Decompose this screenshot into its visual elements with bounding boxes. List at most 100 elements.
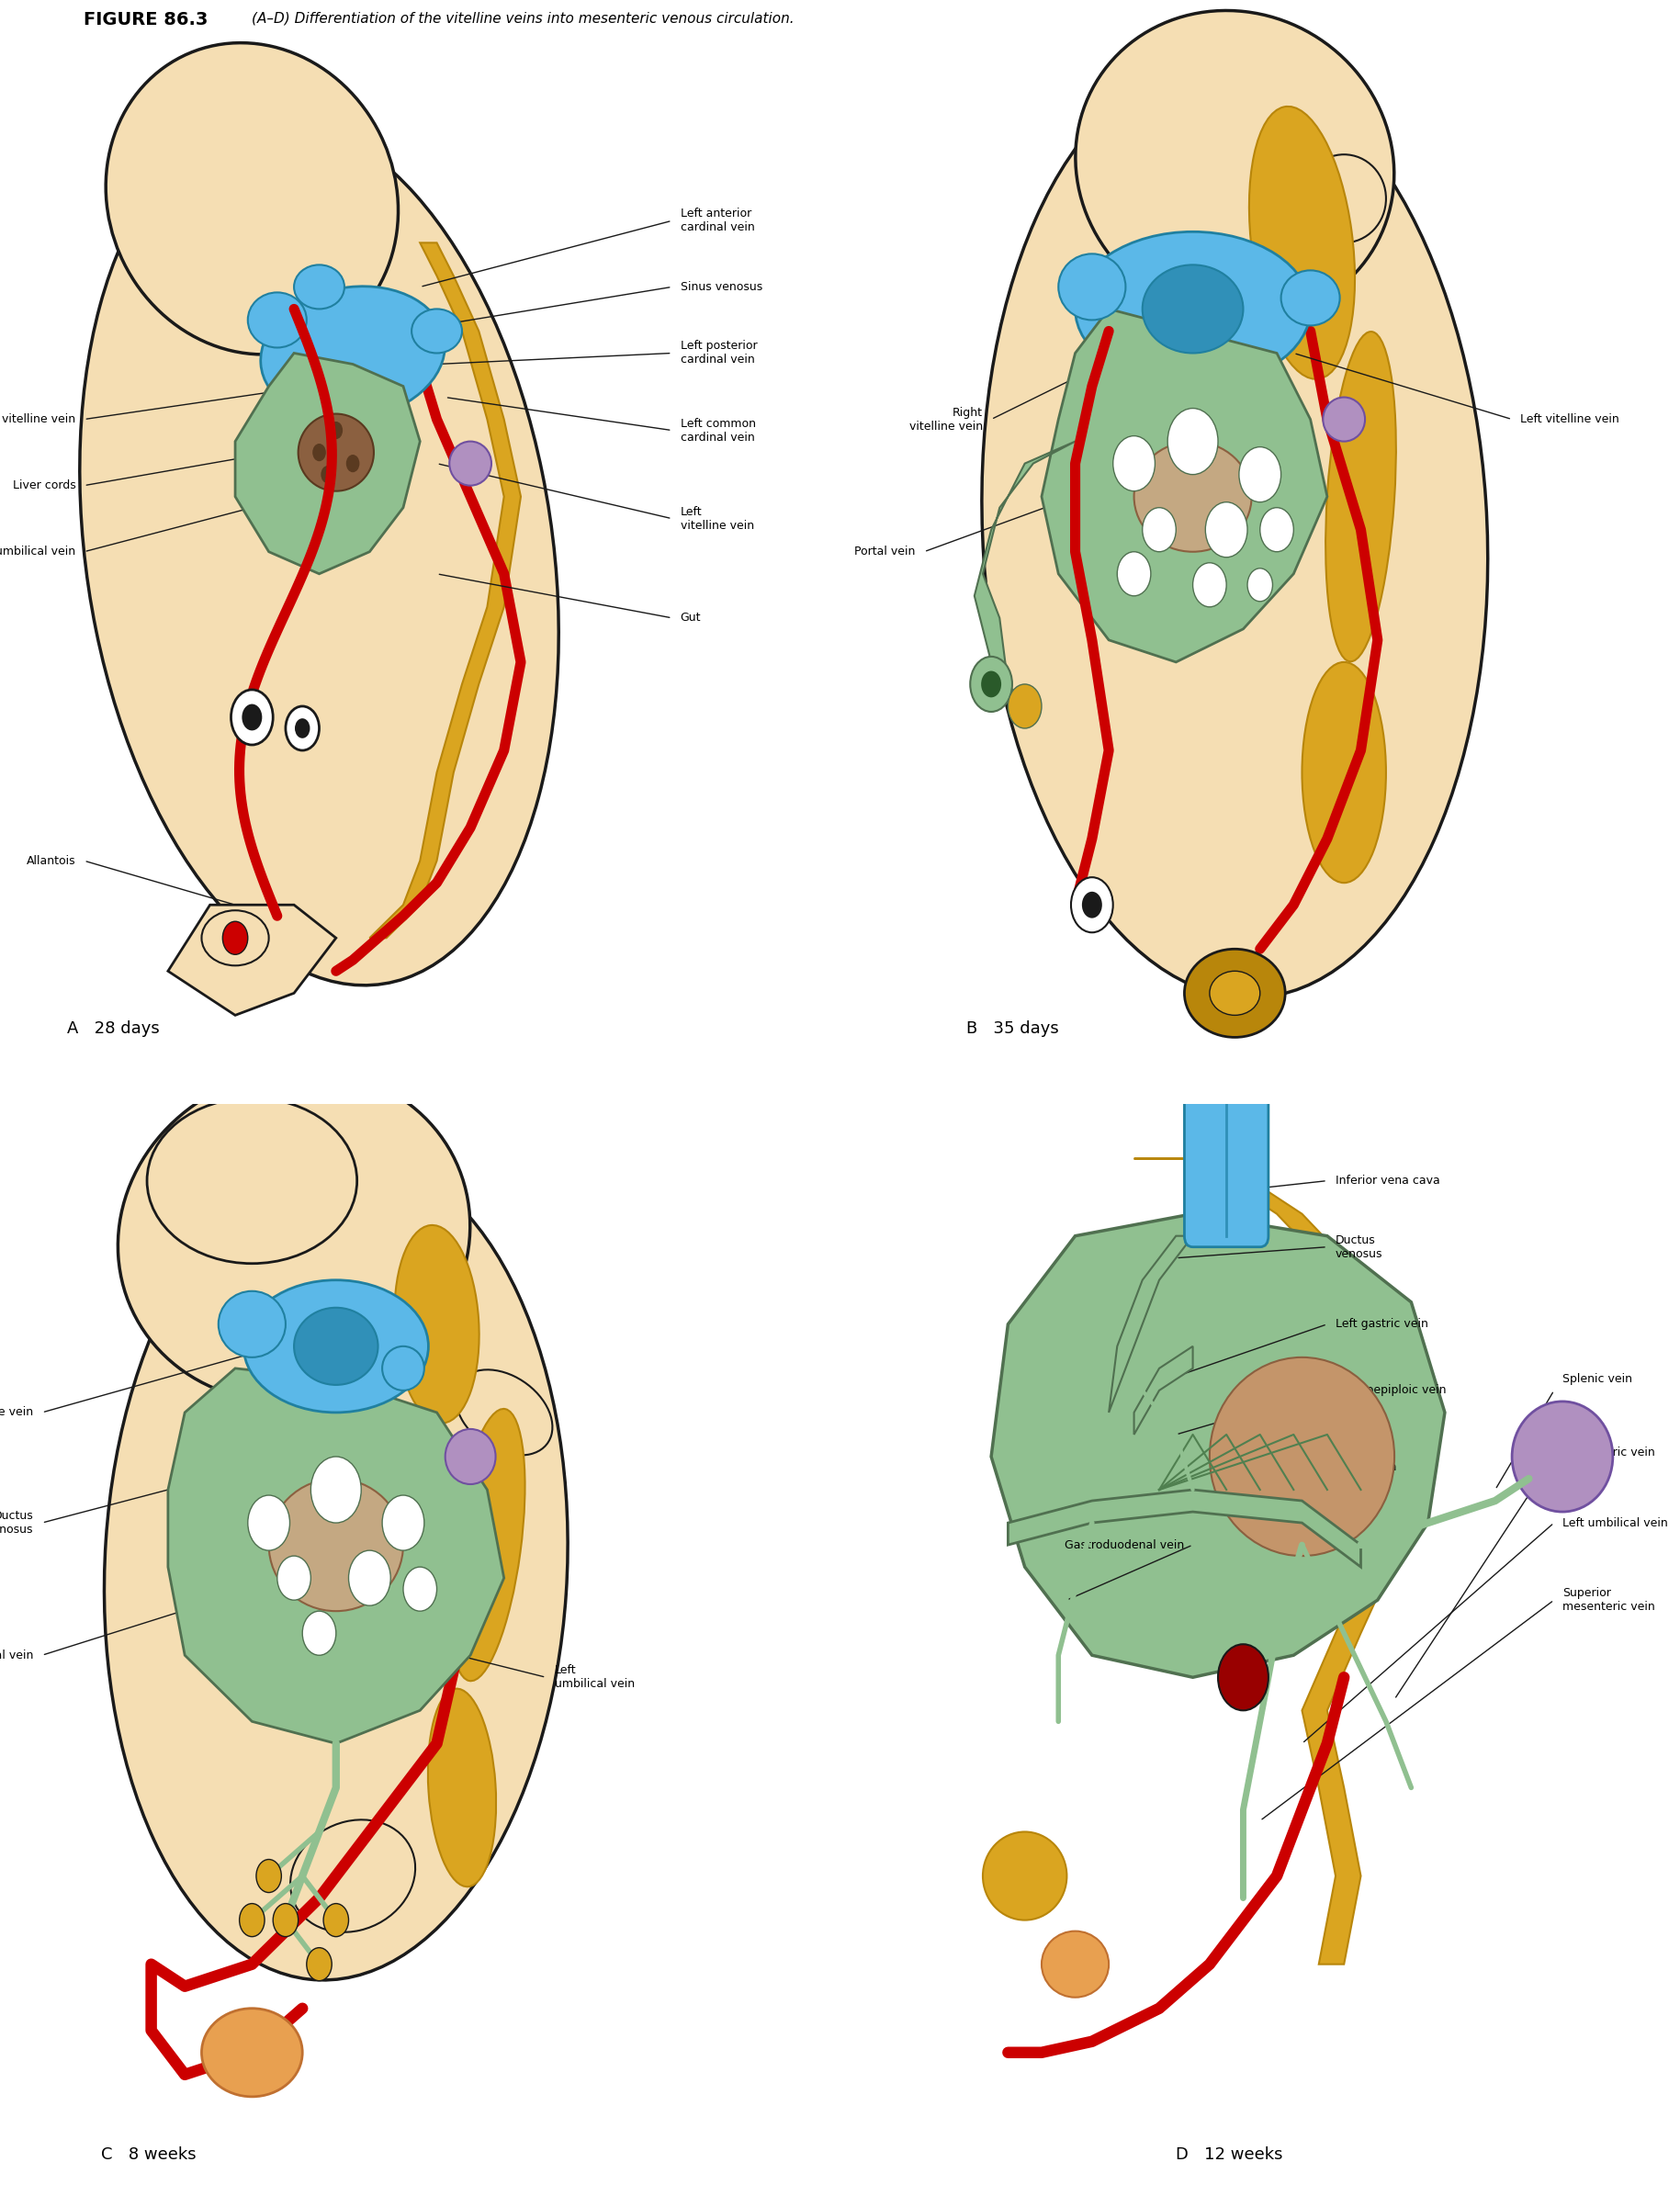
Circle shape [381,1496,423,1549]
Ellipse shape [1134,441,1252,552]
Ellipse shape [1184,949,1285,1037]
Circle shape [311,1457,361,1523]
Circle shape [302,1611,336,1655]
Circle shape [1008,684,1042,728]
Ellipse shape [294,1307,378,1386]
Polygon shape [1042,309,1327,662]
Circle shape [1117,552,1151,596]
Circle shape [239,1902,264,1938]
Ellipse shape [202,911,269,967]
Polygon shape [974,441,1075,706]
Ellipse shape [291,1821,415,1931]
Circle shape [981,671,1001,697]
Ellipse shape [1322,397,1364,441]
Ellipse shape [412,309,462,353]
Text: C   8 weeks: C 8 weeks [101,2147,197,2163]
Text: Portal vein: Portal vein [855,545,916,558]
Ellipse shape [79,119,559,984]
Ellipse shape [455,1371,553,1454]
Ellipse shape [244,1280,428,1412]
Ellipse shape [1142,265,1243,353]
Text: Gastroepiploic vein: Gastroepiploic vein [1336,1384,1446,1397]
Ellipse shape [983,1832,1067,1920]
Circle shape [222,923,247,953]
Text: Right vitelline vein: Right vitelline vein [0,413,76,426]
Text: Left common
cardinal vein: Left common cardinal vein [680,417,756,444]
Circle shape [272,1902,299,1938]
Text: Inferior vena cava: Inferior vena cava [1336,1174,1440,1187]
Circle shape [349,1549,390,1607]
Circle shape [277,1556,311,1600]
Text: Ductus
venosus: Ductus venosus [1336,1234,1383,1260]
Ellipse shape [1075,232,1310,386]
Ellipse shape [1210,971,1260,1015]
Circle shape [1112,437,1156,490]
Text: Sinus venosus: Sinus venosus [680,280,763,294]
Circle shape [1168,408,1218,475]
Ellipse shape [106,42,398,355]
Ellipse shape [269,1479,403,1611]
Ellipse shape [1075,11,1394,320]
Text: Gut: Gut [680,611,701,625]
Text: Ductus
venosus: Ductus venosus [0,1510,34,1536]
Circle shape [255,1858,281,1891]
Text: Left posterior
cardinal vein: Left posterior cardinal vein [680,340,758,366]
Text: (A–D) Differentiation of the vitelline veins into mesenteric venous circulation.: (A–D) Differentiation of the vitelline v… [252,11,795,24]
Circle shape [1142,508,1176,552]
Ellipse shape [1326,331,1396,662]
Circle shape [312,444,326,461]
Ellipse shape [1058,254,1126,320]
Ellipse shape [1280,269,1339,324]
Circle shape [323,1902,349,1938]
Circle shape [286,706,319,750]
Circle shape [403,1567,437,1611]
Text: Inferior
mesenteric vein: Inferior mesenteric vein [1562,1432,1655,1459]
Circle shape [294,717,309,737]
Text: Portal vein: Portal vein [0,1649,34,1662]
Polygon shape [1008,1490,1361,1567]
Ellipse shape [1042,1931,1109,1997]
Text: Right vitelline vein: Right vitelline vein [0,1406,34,1419]
Text: Right umbilical vein: Right umbilical vein [0,545,76,558]
Polygon shape [235,353,420,574]
Polygon shape [168,905,336,1015]
Text: FIGURE 86.3: FIGURE 86.3 [84,11,208,29]
Circle shape [1260,508,1294,552]
Circle shape [242,704,262,731]
Ellipse shape [395,1225,479,1424]
Ellipse shape [218,1291,286,1357]
Ellipse shape [449,441,491,486]
Circle shape [1072,876,1112,931]
Circle shape [1205,503,1247,556]
Ellipse shape [202,2008,302,2097]
Text: Portal vein: Portal vein [1336,1461,1396,1474]
Text: Right
vitelline vein: Right vitelline vein [909,406,983,433]
Polygon shape [1109,1236,1193,1412]
Circle shape [321,466,334,483]
Text: A   28 days: A 28 days [67,1022,160,1037]
FancyBboxPatch shape [1184,1092,1268,1247]
Text: Left gastric vein: Left gastric vein [1336,1318,1428,1331]
Circle shape [969,658,1011,711]
Circle shape [1082,892,1102,918]
Ellipse shape [249,291,306,346]
Ellipse shape [1210,1357,1394,1556]
Text: Left vitelline vein: Left vitelline vein [1520,413,1620,426]
Circle shape [1193,563,1226,607]
Polygon shape [1134,1346,1193,1435]
Circle shape [1218,1644,1268,1710]
Ellipse shape [981,62,1488,998]
Text: Left
umbilical vein: Left umbilical vein [554,1664,635,1691]
Text: Left anterior
cardinal vein: Left anterior cardinal vein [680,207,754,234]
Text: Left umbilical vein: Left umbilical vein [1562,1516,1668,1529]
Polygon shape [1134,1159,1428,1964]
Ellipse shape [104,1154,568,1980]
Ellipse shape [1302,154,1386,243]
Text: Left
vitelline vein: Left vitelline vein [680,505,754,532]
Ellipse shape [381,1346,423,1390]
Ellipse shape [146,1099,356,1262]
Ellipse shape [299,415,373,490]
Circle shape [230,689,272,744]
Ellipse shape [1250,106,1354,380]
Ellipse shape [445,1430,496,1483]
